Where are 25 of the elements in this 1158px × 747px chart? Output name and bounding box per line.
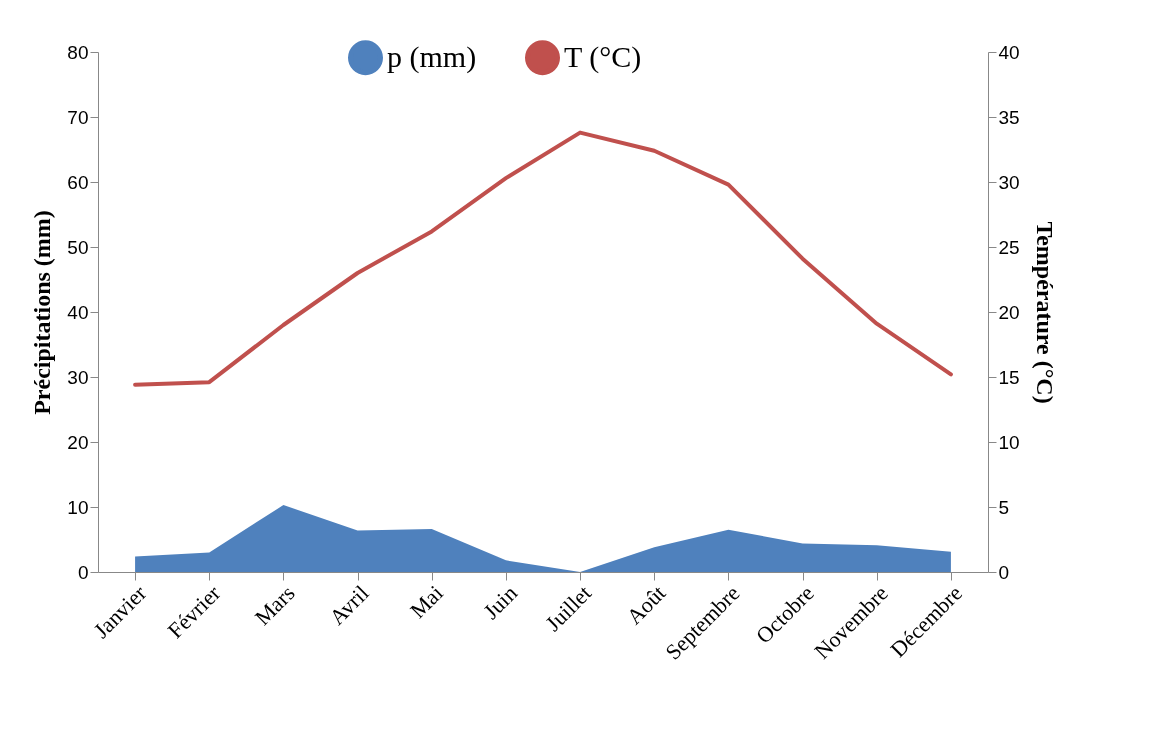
y-tick-label: 10 <box>67 496 89 518</box>
y-tick-label: 20 <box>67 431 89 453</box>
y2-tick-label: 20 <box>998 301 1020 323</box>
y-tick-label: 50 <box>67 236 89 258</box>
x-tick-label: Juin <box>478 580 522 624</box>
y-tick-label: 40 <box>67 301 89 323</box>
line-series <box>133 130 953 387</box>
y-axis-title: Précipitations (mm) <box>29 210 56 415</box>
y2-tick-label: 5 <box>998 496 1010 518</box>
y2-tick-label: 35 <box>998 106 1020 128</box>
y2-tick-label: 10 <box>998 431 1020 453</box>
y2-tick-label: 30 <box>998 171 1020 193</box>
y-tick-label: 30 <box>67 366 89 388</box>
y2-tick-label: 15 <box>998 366 1020 388</box>
legend-label: p (mm) <box>387 39 477 74</box>
y-tick-label: 60 <box>67 171 89 193</box>
y-tick-label: 80 <box>67 41 89 63</box>
y2-tick-label: 40 <box>998 41 1020 63</box>
y2-tick-label: 0 <box>998 561 1010 583</box>
x-tick-label: Mai <box>405 580 448 624</box>
y2-tick-label: 25 <box>998 236 1020 258</box>
y2-axis-title: Température (°C) <box>1031 221 1058 404</box>
y-tick-label: 0 <box>77 561 89 583</box>
legend-label: T (°C) <box>564 39 642 74</box>
y-tick-label: 70 <box>67 106 89 128</box>
